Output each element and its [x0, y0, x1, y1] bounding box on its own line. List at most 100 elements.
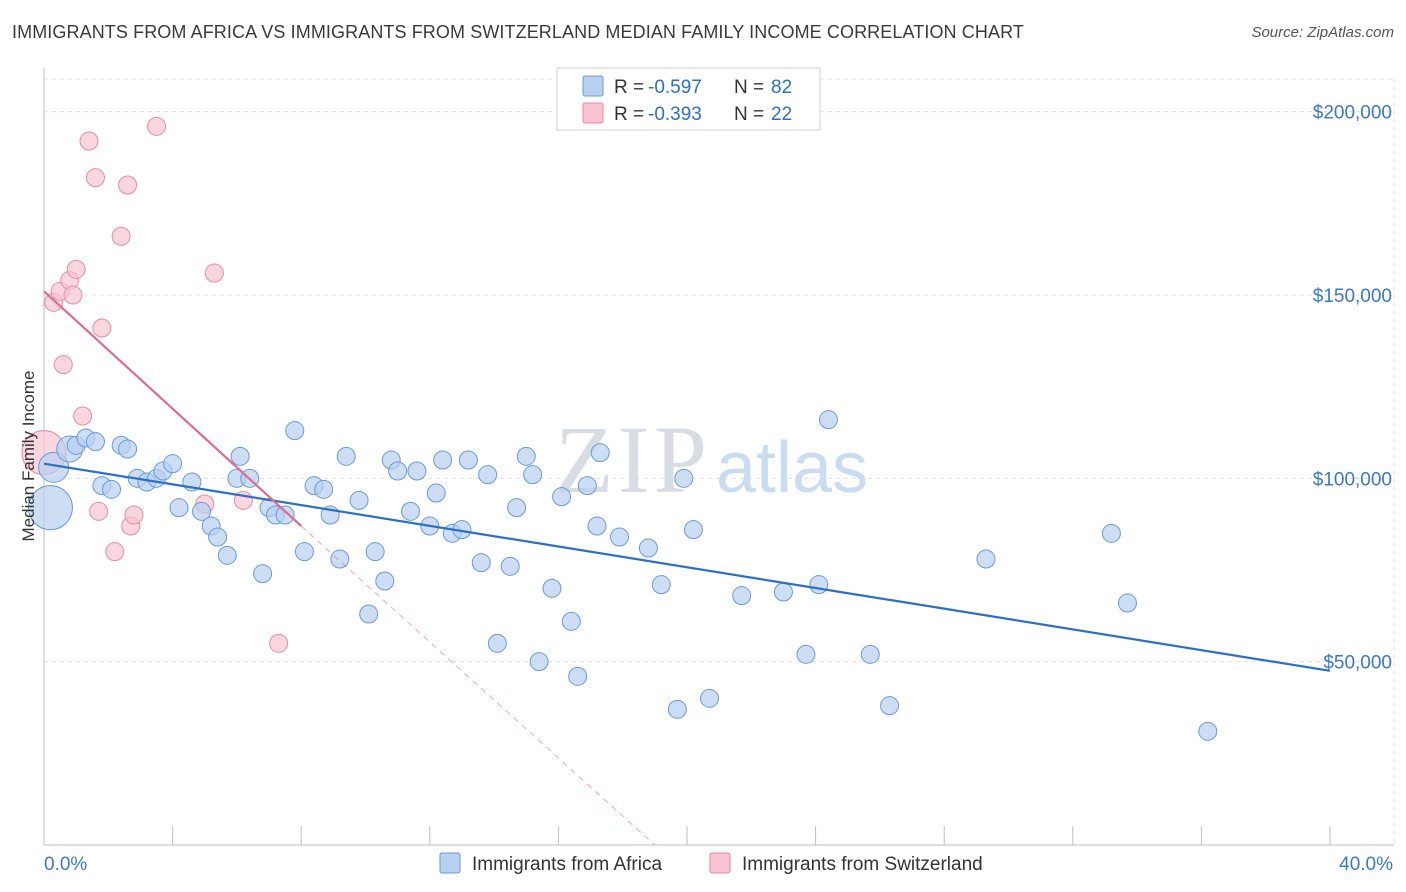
data-point-africa — [458, 450, 478, 470]
data-point-africa — [359, 604, 379, 624]
data-point-africa — [208, 527, 228, 547]
legend-africa-r-label: R = — [614, 77, 644, 98]
data-point-switzerland — [63, 285, 83, 305]
data-point-africa — [426, 483, 446, 503]
legend-africa-swatch — [582, 75, 604, 97]
watermark-zip: ZIP — [555, 406, 711, 513]
y-axis-label: Median Family Income — [19, 370, 38, 541]
data-point-africa — [401, 501, 421, 521]
data-point-africa — [561, 611, 581, 631]
legend-swiss-r-label: R = — [614, 104, 644, 125]
data-point-africa — [674, 468, 694, 488]
legend-top: R = -0.597 N = 82 R = -0.393 N = 22 — [556, 67, 821, 131]
trend-line-africa — [43, 462, 1331, 672]
data-point-africa — [773, 582, 793, 602]
data-point-africa — [169, 498, 189, 518]
trend-line-switzerland — [43, 290, 302, 527]
data-point-africa — [433, 450, 453, 470]
data-point-africa — [590, 443, 610, 463]
data-point-africa — [118, 439, 138, 459]
data-point-africa — [609, 527, 629, 547]
data-point-africa — [651, 575, 671, 595]
legend-bottom-africa-swatch — [439, 852, 461, 874]
data-point-africa — [587, 516, 607, 536]
data-point-africa — [102, 479, 122, 499]
data-point-switzerland — [204, 263, 224, 283]
legend-bottom-swiss-label: Immigrants from Switzerland — [742, 854, 983, 875]
x-tick-label-start: 0.0% — [44, 854, 87, 875]
data-point-africa — [516, 446, 536, 466]
data-point-africa — [471, 553, 491, 573]
data-point-africa — [285, 421, 305, 441]
data-point-africa — [700, 688, 720, 708]
legend-africa-n-label: N = — [734, 77, 764, 98]
legend-bottom-africa-label: Immigrants from Africa — [472, 854, 662, 875]
data-point-africa — [388, 461, 408, 481]
legend-bottom: Immigrants from Africa Immigrants from S… — [439, 852, 983, 875]
data-point-africa — [192, 501, 212, 521]
data-point-africa — [796, 644, 816, 664]
data-point-africa — [529, 652, 549, 672]
data-point-africa — [478, 465, 498, 485]
data-point-africa — [217, 545, 237, 565]
data-point-switzerland — [92, 318, 112, 338]
data-point-africa — [568, 666, 588, 686]
y-tick-labels: $50,000 $100,000 $150,000 $200,000 — [1313, 103, 1392, 674]
data-point-africa — [542, 578, 562, 598]
watermark: ZIP atlas — [555, 406, 868, 513]
data-point-africa — [860, 644, 880, 664]
data-point-switzerland — [73, 406, 93, 426]
data-point-africa — [487, 633, 507, 653]
data-point-africa — [976, 549, 996, 569]
legend-swiss-n-value: 22 — [771, 104, 792, 125]
data-point-africa — [314, 479, 334, 499]
data-point-switzerland — [85, 168, 105, 188]
legend-swiss-n-label: N = — [734, 104, 764, 125]
trend-line-switzerland-extension — [300, 525, 656, 846]
data-point-switzerland — [89, 501, 109, 521]
x-tick-labels: 0.0% 40.0% — [44, 854, 1393, 875]
data-point-switzerland — [269, 633, 289, 653]
data-point-africa — [163, 454, 183, 474]
chart-title: IMMIGRANTS FROM AFRICA VS IMMIGRANTS FRO… — [12, 22, 1024, 42]
x-tick-label-end: 40.0% — [1339, 854, 1393, 875]
trend-lines — [43, 290, 1331, 846]
data-point-switzerland — [124, 505, 144, 525]
data-point-africa — [407, 461, 427, 481]
data-point-africa — [1117, 593, 1137, 613]
data-point-africa — [683, 520, 703, 540]
data-point-switzerland — [79, 131, 99, 151]
data-point-africa — [330, 549, 350, 569]
series-switzerland-points — [21, 116, 289, 653]
data-point-africa — [275, 505, 295, 525]
data-point-africa — [375, 571, 395, 591]
data-point-africa — [365, 542, 385, 562]
data-point-africa — [336, 446, 356, 466]
data-point-switzerland — [111, 226, 131, 246]
data-point-africa — [294, 542, 314, 562]
legend-bottom-swiss-swatch — [709, 852, 731, 874]
data-point-africa — [85, 432, 105, 452]
data-point-africa — [818, 410, 838, 430]
data-point-africa — [523, 465, 543, 485]
data-point-africa — [667, 699, 687, 719]
watermark-atlas: atlas — [716, 428, 868, 508]
legend-africa-n-value: 82 — [771, 77, 792, 98]
data-point-africa — [349, 490, 369, 510]
data-point-switzerland — [66, 259, 86, 279]
data-point-switzerland — [53, 355, 73, 375]
data-point-africa — [230, 446, 250, 466]
data-point-africa — [577, 476, 597, 496]
legend-swiss-r-value: -0.393 — [648, 104, 702, 125]
data-point-switzerland — [105, 542, 125, 562]
data-point-switzerland — [118, 175, 138, 195]
y-tick-label: $100,000 — [1313, 469, 1392, 490]
legend-africa-r-value: -0.597 — [648, 77, 702, 98]
data-point-africa — [809, 575, 829, 595]
data-point-africa — [638, 538, 658, 558]
y-tick-label: $50,000 — [1323, 653, 1392, 674]
data-point-africa — [552, 487, 572, 507]
data-point-africa — [27, 485, 73, 531]
data-point-africa — [1198, 721, 1218, 741]
data-point-africa — [880, 696, 900, 716]
